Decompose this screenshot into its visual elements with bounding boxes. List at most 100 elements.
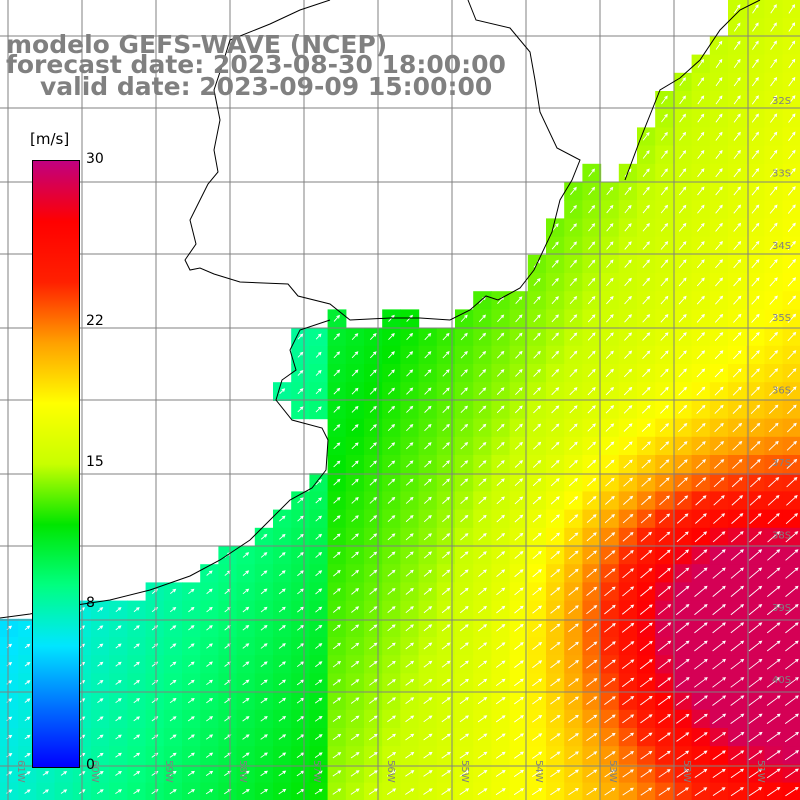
- wind-arrow: [388, 369, 395, 377]
- wind-arrow: [333, 569, 341, 577]
- wind-arrow: [205, 734, 214, 740]
- wind-arrow: [532, 715, 543, 723]
- wind-arrow: [278, 788, 287, 795]
- wind-arrow: [786, 422, 797, 433]
- wind-arrow: [315, 643, 323, 649]
- wind-arrow: [570, 205, 577, 214]
- wind-arrow: [604, 787, 616, 796]
- longitude-label: 57W: [311, 760, 322, 783]
- wind-arrow: [639, 640, 653, 652]
- wind-arrow: [424, 369, 432, 377]
- wind-arrow: [787, 386, 797, 396]
- wind-arrow: [278, 770, 287, 777]
- wind-arrow: [460, 442, 469, 450]
- wind-arrow: [351, 424, 359, 431]
- wind-arrow: [587, 423, 596, 432]
- wind-arrow: [770, 113, 778, 123]
- wind-arrow: [424, 332, 432, 341]
- wind-arrow: [242, 697, 250, 704]
- wind-arrow: [678, 404, 688, 414]
- wind-arrow: [605, 350, 614, 359]
- wind-arrow: [460, 369, 468, 377]
- wind-arrow: [623, 368, 633, 378]
- wind-arrow: [332, 679, 342, 686]
- wind-arrow: [695, 459, 706, 469]
- wind-arrow: [315, 661, 323, 668]
- wind-arrow: [660, 350, 669, 360]
- wind-arrow: [460, 533, 469, 541]
- wind-arrow: [405, 442, 414, 450]
- wind-arrow: [388, 351, 395, 359]
- wind-arrow: [642, 223, 650, 232]
- wind-arrow: [278, 734, 287, 740]
- wind-arrow: [369, 624, 378, 632]
- wind-arrow: [733, 295, 742, 305]
- wind-arrow: [659, 495, 670, 506]
- wind-arrow: [532, 769, 543, 778]
- wind-arrow: [606, 204, 614, 214]
- wind-arrow: [751, 149, 760, 160]
- wind-arrow: [586, 605, 598, 615]
- wind-arrow: [97, 679, 104, 685]
- wind-arrow: [279, 515, 286, 522]
- wind-arrow: [587, 459, 597, 469]
- wind-arrow: [696, 422, 706, 433]
- wind-arrow: [496, 405, 505, 414]
- wind-arrow: [660, 259, 669, 269]
- wind-arrow: [661, 95, 668, 105]
- wind-arrow: [351, 478, 359, 486]
- wind-arrow: [496, 605, 506, 614]
- wind-arrow: [442, 351, 450, 359]
- wind-arrow: [333, 351, 341, 359]
- wind-arrow: [460, 350, 468, 359]
- wind-arrow: [260, 770, 268, 777]
- wind-arrow: [459, 605, 469, 614]
- wind-arrow: [478, 350, 487, 359]
- wind-arrow: [730, 549, 744, 561]
- wind-arrow: [604, 623, 616, 633]
- wind-arrow: [679, 77, 686, 87]
- wind-arrow: [714, 313, 724, 323]
- wind-arrow: [514, 623, 524, 632]
- wind-arrow: [588, 259, 596, 268]
- wind-arrow: [551, 277, 559, 286]
- wind-arrow: [369, 496, 378, 504]
- wind-arrow: [568, 714, 579, 723]
- wind-arrow: [297, 351, 304, 358]
- wind-arrow: [639, 677, 653, 688]
- wind-arrow: [769, 204, 778, 214]
- wind-arrow: [748, 658, 763, 670]
- wind-arrow: [604, 586, 616, 597]
- wind-arrow: [551, 350, 560, 359]
- wind-arrow: [551, 296, 559, 305]
- wind-arrow: [586, 751, 598, 760]
- wind-arrow: [442, 533, 451, 541]
- wind-arrow: [187, 770, 195, 776]
- wind-arrow: [715, 277, 724, 287]
- wind-arrow: [495, 678, 506, 687]
- wind-arrow: [460, 423, 469, 432]
- wind-arrow: [787, 186, 796, 196]
- wind-arrow: [278, 570, 286, 577]
- longitude-label: 55W: [459, 760, 470, 783]
- wind-arrow: [785, 604, 799, 616]
- wind-arrow: [550, 532, 561, 541]
- wind-arrow: [350, 660, 360, 668]
- wind-arrow: [715, 204, 723, 214]
- wind-arrow: [333, 515, 341, 522]
- wind-arrow: [622, 550, 634, 560]
- wind-arrow: [387, 460, 396, 468]
- wind-arrow: [770, 95, 778, 105]
- wind-arrow: [387, 478, 396, 486]
- wind-arrow: [661, 113, 668, 123]
- wind-arrow: [369, 588, 378, 595]
- wind-arrow: [660, 295, 669, 305]
- wind-arrow: [732, 350, 742, 360]
- wind-arrow: [766, 677, 781, 688]
- wind-arrow: [333, 405, 341, 413]
- wind-arrow: [369, 387, 377, 395]
- wind-arrow: [296, 624, 305, 631]
- wind-arrow: [351, 642, 360, 650]
- wind-arrow: [350, 697, 360, 704]
- wind-arrow: [658, 750, 671, 760]
